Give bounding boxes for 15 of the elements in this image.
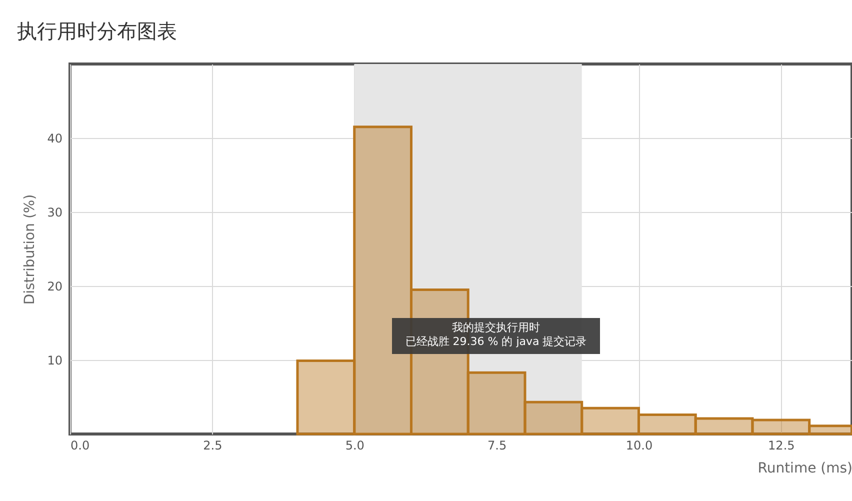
x-axis-title: Runtime (ms) <box>758 460 852 476</box>
chart-title: 执行用时分布图表 <box>17 19 177 43</box>
annotation: 我的提交执行用时 <box>452 321 540 334</box>
annotation: 已经战胜 29.36 % 的 java 提交记录 <box>405 335 587 348</box>
x-tick-label: 7.5 <box>488 438 507 452</box>
x-tick-label: 0.0 <box>70 438 90 452</box>
y-tick-label: 10 <box>47 354 62 368</box>
x-tick-label: 5.0 <box>345 438 364 452</box>
y-tick-label: 40 <box>47 132 62 146</box>
x-tick-label: 10.0 <box>626 438 653 452</box>
y-tick-label: 30 <box>47 206 62 220</box>
y-axis-title: Distribution (%) <box>22 194 38 305</box>
y-tick-label: 20 <box>47 280 62 294</box>
x-tick-label: 12.5 <box>768 438 795 452</box>
x-tick-label: 2.5 <box>203 438 222 452</box>
